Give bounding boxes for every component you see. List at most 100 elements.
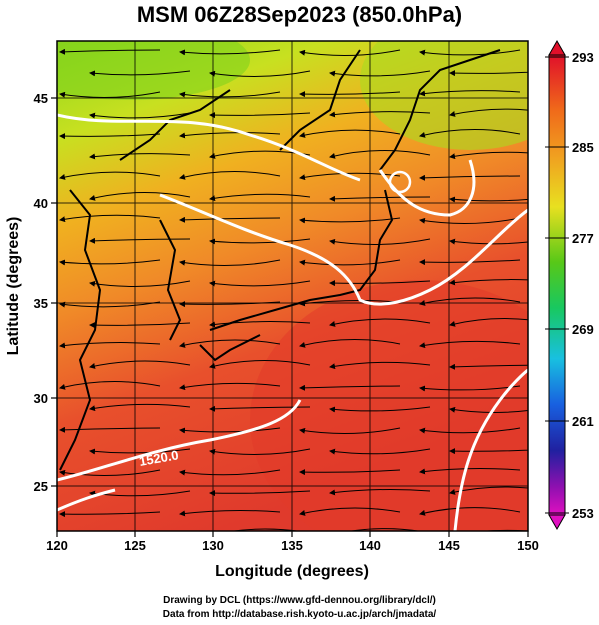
streamline xyxy=(89,322,191,329)
streamline xyxy=(59,381,161,390)
streamline xyxy=(449,279,528,286)
streamline xyxy=(299,172,401,181)
streamline xyxy=(449,238,528,245)
streamline xyxy=(299,217,401,224)
streamline xyxy=(299,469,401,476)
coastlines xyxy=(59,49,501,471)
streamline xyxy=(299,427,401,435)
streamline xyxy=(179,49,281,56)
streamline xyxy=(209,360,311,369)
streamline xyxy=(59,214,161,223)
streamline xyxy=(299,339,401,348)
grid xyxy=(57,41,528,531)
streamline xyxy=(419,467,521,475)
streamline xyxy=(299,384,401,391)
y-tick-label: 30 xyxy=(34,391,48,406)
streamline xyxy=(179,509,281,517)
streamline xyxy=(329,280,431,287)
colorbar-tick-label: 261 xyxy=(572,414,594,429)
credit-data-source: Data from http://database.rish.kyoto-u.a… xyxy=(162,609,437,620)
streamline xyxy=(329,448,431,455)
streamline xyxy=(329,150,431,159)
streamline xyxy=(329,361,431,370)
streamline xyxy=(329,195,431,202)
y-tick-label: 25 xyxy=(34,479,48,494)
warm-region xyxy=(250,280,528,531)
streamline xyxy=(209,70,311,77)
streamline xyxy=(89,192,191,201)
colorbar-tick-label: 277 xyxy=(572,231,594,246)
streamline xyxy=(419,297,521,306)
streamline xyxy=(59,171,161,180)
streamline xyxy=(179,469,281,476)
y-axis-title: Latitude (degrees) xyxy=(5,217,22,356)
y-tick-label: 35 xyxy=(34,296,48,311)
streamline xyxy=(209,112,311,119)
streamline xyxy=(59,301,161,308)
streamline xyxy=(89,237,191,244)
streamline xyxy=(152,530,154,531)
streamline xyxy=(179,427,281,434)
streamline xyxy=(179,91,281,98)
streamline xyxy=(59,91,161,98)
cool-region-nw xyxy=(57,41,250,100)
streamline xyxy=(419,49,521,56)
streamline xyxy=(329,111,431,118)
streamline xyxy=(329,488,431,496)
streamline xyxy=(179,171,281,180)
streamline xyxy=(449,448,528,455)
streamline xyxy=(209,448,311,456)
streamline xyxy=(89,403,191,412)
streamline xyxy=(59,342,161,349)
streamline xyxy=(449,70,528,77)
colorbar-min-triangle xyxy=(548,514,566,531)
streamline xyxy=(209,280,311,287)
streamline xyxy=(209,238,311,245)
colorbar: 293 285 277 269 261 253 xyxy=(545,39,594,531)
streamline xyxy=(449,363,528,370)
streamline xyxy=(449,406,528,414)
streamline xyxy=(419,129,521,138)
wind-streamlines xyxy=(59,48,528,531)
y-tick-label: 40 xyxy=(34,196,48,211)
streamline xyxy=(59,48,161,55)
streamline xyxy=(179,259,281,266)
streamline xyxy=(179,382,281,391)
cool-region xyxy=(360,41,528,150)
colorbar-tick-label: 269 xyxy=(572,322,594,337)
streamline xyxy=(419,427,521,434)
streamline xyxy=(299,91,401,98)
streamline xyxy=(329,318,431,327)
streamline xyxy=(449,196,528,203)
streamline xyxy=(449,108,528,117)
streamline xyxy=(59,259,161,266)
streamline xyxy=(59,469,161,477)
streamline xyxy=(89,280,191,287)
streamline xyxy=(299,49,401,56)
streamline xyxy=(59,133,161,140)
streamline xyxy=(59,426,161,433)
x-tick-label: 135 xyxy=(281,538,303,553)
streamline xyxy=(299,129,401,138)
streamline xyxy=(449,151,528,160)
streamline xyxy=(209,490,311,497)
streamline xyxy=(329,406,431,413)
x-tick-label: 150 xyxy=(517,538,539,553)
y-tick-label: 45 xyxy=(34,91,48,106)
streamline xyxy=(419,217,521,224)
streamline xyxy=(89,153,191,160)
colorbar-tick-label: 293 xyxy=(572,50,594,65)
credit-dcl: Drawing by DCL (https://www.gfd-dennou.o… xyxy=(163,595,436,606)
x-tick-label: 130 xyxy=(202,538,224,553)
streamline xyxy=(209,321,311,328)
colorbar-tick-label: 285 xyxy=(572,140,594,155)
low-center-contour xyxy=(388,170,412,194)
streamline xyxy=(299,507,401,516)
height-contours xyxy=(57,113,528,531)
streamline xyxy=(299,259,401,266)
streamline xyxy=(419,174,521,181)
x-tick-label: 125 xyxy=(124,538,146,553)
colorbar-tick-label: 253 xyxy=(572,506,594,521)
streamline xyxy=(209,405,311,412)
